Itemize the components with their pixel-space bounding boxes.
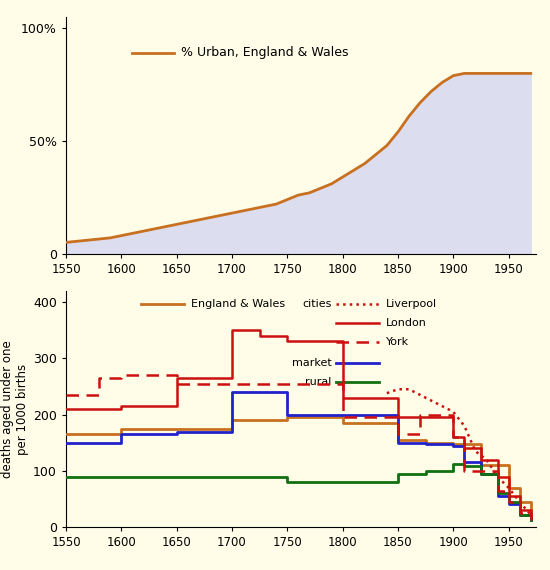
Text: England & Wales: England & Wales <box>191 299 285 309</box>
Text: London: London <box>386 317 427 328</box>
Text: Liverpool: Liverpool <box>386 299 437 309</box>
Text: York: York <box>386 336 409 347</box>
Text: cities: cities <box>302 299 332 309</box>
Y-axis label: deaths aged under one
per 1000 births: deaths aged under one per 1000 births <box>1 340 29 478</box>
Text: rural: rural <box>305 377 332 387</box>
Text: % Urban, England & Wales: % Urban, England & Wales <box>181 46 349 59</box>
Text: market: market <box>292 358 332 368</box>
